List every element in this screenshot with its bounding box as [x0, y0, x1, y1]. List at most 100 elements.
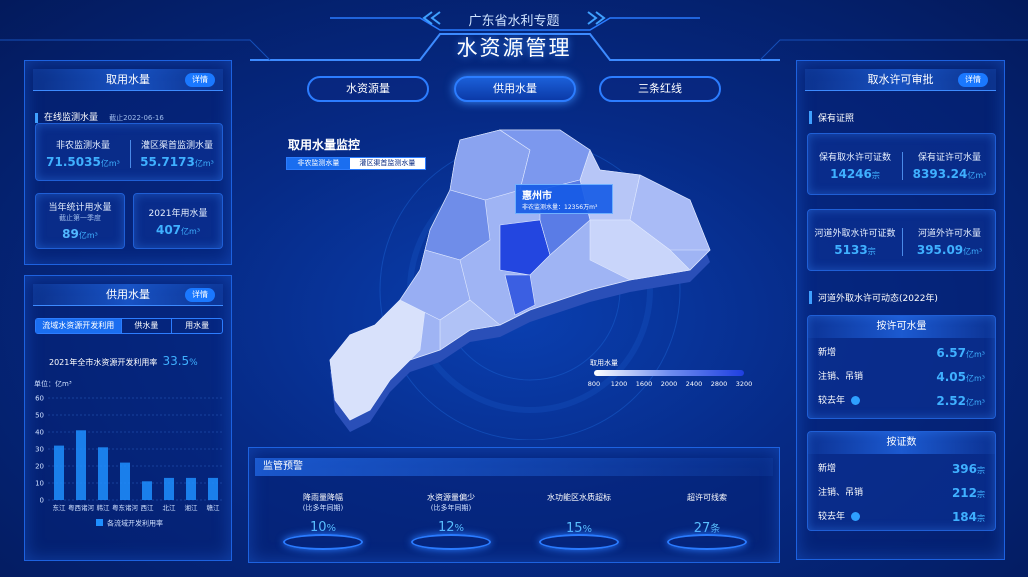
- panel-title: 供用水量 详情: [33, 284, 223, 306]
- row-label: 注销、吊销: [818, 372, 864, 382]
- warning-base: [411, 534, 491, 550]
- y-axis-label: 单位：亿m³: [34, 379, 72, 388]
- legend-tick: 3200: [735, 380, 753, 388]
- warning-label: 降雨量降幅: [303, 493, 343, 502]
- legend-tick: 2400: [685, 380, 703, 388]
- row-value: 396: [951, 462, 977, 476]
- bar: [76, 430, 86, 500]
- row-unit: 亿m³: [966, 398, 985, 407]
- date: 截止2022-06-16: [109, 114, 164, 122]
- sub-tab[interactable]: 供水量: [120, 319, 172, 333]
- warning-item: 水资源量偏少 (比多年同期) 12%: [396, 492, 506, 535]
- warning-base: [539, 534, 619, 550]
- bar: [142, 481, 152, 500]
- divider: [902, 228, 903, 256]
- warning-value-wrap: 10%: [268, 516, 378, 535]
- stat-value: 407: [155, 223, 182, 237]
- stat-unit: 亿m³: [967, 171, 987, 180]
- row-value: 212: [951, 486, 977, 500]
- warning-note: (比多年同期): [430, 504, 472, 512]
- row-label: 新增: [818, 348, 837, 358]
- list-row: 较去年 184宗: [818, 508, 985, 526]
- y-tick-label: 20: [35, 463, 44, 471]
- warning-value: 12: [437, 520, 455, 535]
- y-tick-label: 0: [40, 497, 44, 505]
- bar: [98, 447, 108, 500]
- stat-unit: 亿m³: [78, 231, 98, 240]
- tooltip-city: 惠州市: [522, 191, 552, 202]
- stat: 河道外许可水量 395.09亿m³: [902, 226, 997, 258]
- x-tick-label: 湘江: [185, 503, 199, 512]
- stat-label: 河道外许可水量: [917, 229, 981, 239]
- up-icon: [851, 396, 861, 405]
- x-tick-label: 粤西诸河: [68, 503, 95, 512]
- y-tick-label: 60: [35, 395, 44, 403]
- tab[interactable]: 供用水量: [454, 76, 576, 102]
- stat-card: 当年统计用水量 截止第一季度 89亿m³: [35, 193, 125, 249]
- panel-title: 取水许可审批 详情: [805, 69, 996, 91]
- map-tooltip: 惠州市 非农监测水量：12356万m³: [515, 184, 613, 214]
- rate: 2021年全市水资源开发利用率 33.5%: [49, 350, 198, 369]
- stat: 河道外取水许可证数 5133宗: [808, 226, 902, 258]
- legend-tick: 2000: [660, 380, 678, 388]
- y-tick-label: 40: [35, 429, 44, 437]
- warning-base: [283, 534, 363, 550]
- warning-unit: %: [582, 524, 593, 535]
- map-toggle: 非农监测水量 灌区渠首监测水量: [286, 157, 426, 170]
- stat-label: 保有证许可水量: [917, 153, 981, 163]
- row-unit: 宗: [977, 490, 985, 499]
- stat: 保有取水许可证数 14246宗: [808, 150, 902, 182]
- warning-item: 降雨量降幅 (比多年同期) 10%: [268, 492, 378, 535]
- map: [329, 129, 711, 440]
- stat-unit: 亿m³: [194, 159, 214, 168]
- detail-button[interactable]: 详情: [185, 288, 215, 302]
- legend-tick: 800: [587, 380, 601, 388]
- panel-title: 取用水量 详情: [33, 69, 223, 91]
- stat-card: 非农监测水量 71.5035亿m³ 灌区渠首监测水量 55.7173亿m³: [35, 123, 223, 181]
- stat-label: 灌区渠首监测水量: [140, 141, 213, 151]
- permit-panel: 取水许可审批 详情 保有证照 保有取水许可证数 14246宗 保有证许可水量 8393…: [796, 60, 1005, 560]
- list-row: 注销、吊销 212宗: [818, 484, 985, 502]
- tooltip-label: 非农监测水量：: [522, 204, 565, 211]
- x-tick-label: 西江: [141, 504, 155, 512]
- row-value: 4.05: [936, 370, 966, 384]
- row-label: 较去年: [818, 512, 846, 522]
- stat-card: 保有取水许可证数 14246宗 保有证许可水量 8393.24亿m³: [807, 133, 996, 195]
- rate-value: 33.5: [162, 354, 190, 368]
- section: 在线监测水量 截止2022-06-16: [35, 105, 164, 124]
- header-subtitle: 广东省水利专题: [468, 14, 560, 29]
- row-unit: 宗: [977, 514, 985, 523]
- stat-value: 5133: [834, 243, 868, 257]
- legend-ticks: 800 1200 1600 2000 2400 2800 3200: [586, 380, 752, 390]
- x-tick-label: 赣江: [207, 503, 221, 512]
- bar: [120, 462, 130, 500]
- bar: [164, 477, 174, 500]
- toggle[interactable]: 非农监测水量: [287, 158, 350, 169]
- stat-value: 8393.24: [912, 167, 968, 181]
- detail-button[interactable]: 详情: [958, 73, 988, 87]
- legend-tick: 1600: [635, 380, 653, 388]
- row-value-wrap: 212宗: [952, 484, 985, 504]
- stat-value: 14246: [830, 167, 872, 181]
- bar: [208, 477, 218, 500]
- sub-tab[interactable]: 流域水资源开发利用: [36, 319, 121, 333]
- sub-tab[interactable]: 用水量: [171, 319, 222, 333]
- stat-value: 89: [62, 227, 79, 241]
- warning-base: [667, 534, 747, 550]
- list-row: 注销、吊销 4.05亿m³: [818, 368, 985, 386]
- stat-card: 河道外取水许可证数 5133宗 河道外许可水量 395.09亿m³: [807, 209, 996, 271]
- x-tick-label: 粤东诸河: [112, 503, 139, 512]
- row-value: 184: [951, 510, 977, 524]
- tab[interactable]: 水资源量: [307, 76, 429, 102]
- divider: [130, 140, 131, 168]
- tab[interactable]: 三条红线: [599, 76, 721, 102]
- map-title: 取用水量监控: [288, 138, 361, 152]
- toggle[interactable]: 灌区渠首监测水量: [349, 158, 425, 169]
- bar-chart: 单位：亿m³ 0 10 20 30 40 50 60 东江 粤西诸河 韩江 粤东诸河 西江 北江 湘江 赣江…: [34, 379, 224, 528]
- warning-unit: %: [326, 523, 337, 534]
- detail-button[interactable]: 详情: [185, 73, 215, 87]
- tooltip-value: 12356: [564, 204, 584, 211]
- sub-tabs: 流域水资源开发利用 供水量 用水量: [35, 318, 223, 334]
- warning-value: 15: [565, 521, 583, 536]
